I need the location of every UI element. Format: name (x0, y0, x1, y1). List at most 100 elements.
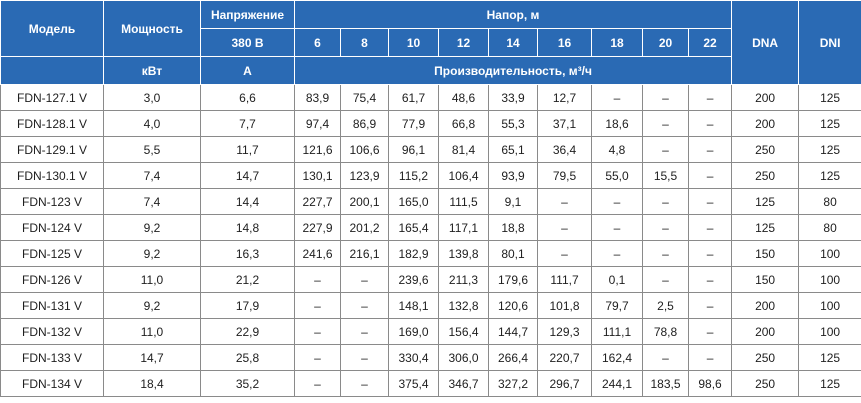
cell-flow: 79,7 (591, 292, 643, 319)
cell-dna: 150 (731, 240, 800, 267)
cell-flow: – (294, 370, 341, 397)
cell-flow: 12,7 (537, 84, 592, 111)
table-row: FDN-134 V 18,4 35,2– –375,4 346,7 327,2 296,7 2… (0, 370, 861, 397)
header-head-8: 8 (340, 28, 389, 57)
cell-flow: 330,4 (388, 344, 439, 371)
cell-flow: 165,0 (388, 188, 439, 215)
cell-flow: – (687, 344, 733, 371)
cell-flow: 36,4 (537, 136, 592, 163)
table-row: FDN-123 V 7,4 14,4 227,7 200,1 165,0 111,5 9,1–… (0, 188, 861, 215)
header-voltage-value: 380 В (200, 28, 295, 57)
cell-dna: 200 (731, 84, 800, 111)
cell-flow: 239,6 (388, 266, 439, 293)
cell-dna: 125 (731, 188, 800, 215)
cell-dni: 125 (798, 84, 861, 111)
cell-flow: – (642, 240, 689, 267)
cell-flow: 86,9 (340, 110, 389, 137)
cell-flow: 121,6 (294, 136, 341, 163)
table-row: FDN-130.1 V 7,4 14,7 130,1 123,9 115,2 106,4 93… (0, 162, 861, 189)
table-row: FDN-128.1 V 4,0 7,7 97,4 86,9 77,9 66,8 55,3 37,… (0, 110, 861, 137)
cell-model: FDN-126 V (0, 266, 104, 293)
cell-flow: 101,8 (537, 292, 592, 319)
cell-flow: 165,4 (388, 214, 439, 241)
cell-current: 21,2 (200, 266, 295, 293)
cell-flow: 227,7 (294, 188, 341, 215)
cell-current: 17,9 (200, 292, 295, 319)
cell-flow: – (642, 344, 689, 371)
cell-power: 7,4 (103, 188, 201, 215)
cell-flow: – (340, 318, 389, 345)
table-row: FDN-132 V 11,0 22,9– –169,0 156,4 144,7 129,3 1… (0, 318, 861, 345)
cell-flow: – (642, 266, 689, 293)
cell-flow: – (537, 240, 592, 267)
cell-flow: 98,6 (687, 370, 733, 397)
cell-flow: – (340, 292, 389, 319)
cell-flow: – (340, 344, 389, 371)
cell-flow: 139,8 (438, 240, 489, 267)
cell-flow: 266,4 (488, 344, 538, 371)
cell-flow: – (294, 292, 341, 319)
header-dni: DNI (798, 0, 861, 85)
header-head-10: 10 (388, 28, 439, 57)
table-row: FDN-131 V 9,2 17,9– –148,1 132,8 120,6 101,8 79… (0, 292, 861, 319)
cell-power: 7,4 (103, 162, 201, 189)
cell-dna: 200 (731, 292, 800, 319)
cell-flow: 211,3 (438, 266, 489, 293)
cell-flow: 93,9 (488, 162, 538, 189)
cell-flow: 130,1 (294, 162, 341, 189)
header-head-12: 12 (438, 28, 489, 57)
cell-flow: 106,4 (438, 162, 489, 189)
cell-flow: 78,8 (642, 318, 689, 345)
cell-model: FDN-127.1 V (0, 84, 104, 111)
cell-flow: 61,7 (388, 84, 439, 111)
cell-model: FDN-128.1 V (0, 110, 104, 137)
cell-power: 9,2 (103, 240, 201, 267)
cell-flow: 77,9 (388, 110, 439, 137)
cell-flow: – (687, 188, 733, 215)
cell-dna: 200 (731, 110, 800, 137)
cell-flow: 117,1 (438, 214, 489, 241)
cell-flow: – (294, 318, 341, 345)
cell-flow: 111,7 (537, 266, 592, 293)
cell-dni: 100 (798, 318, 861, 345)
cell-model: FDN-130.1 V (0, 162, 104, 189)
cell-flow: 132,8 (438, 292, 489, 319)
cell-flow: – (642, 136, 689, 163)
cell-current: 6,6 (200, 84, 295, 111)
cell-dna: 250 (731, 370, 800, 397)
cell-flow: 4,8 (591, 136, 643, 163)
cell-flow: 120,6 (488, 292, 538, 319)
cell-flow: 97,4 (294, 110, 341, 137)
cell-dni: 125 (798, 110, 861, 137)
cell-flow: 169,0 (388, 318, 439, 345)
cell-power: 11,0 (103, 266, 201, 293)
cell-flow: 111,5 (438, 188, 489, 215)
cell-flow: – (687, 214, 733, 241)
cell-dni: 80 (798, 188, 861, 215)
cell-flow: 66,8 (438, 110, 489, 137)
cell-flow: 65,1 (488, 136, 538, 163)
cell-flow: 37,1 (537, 110, 592, 137)
header-head-22: 22 (687, 28, 733, 57)
cell-flow: 55,0 (591, 162, 643, 189)
cell-model: FDN-129.1 V (0, 136, 104, 163)
header-model-blank (0, 56, 104, 85)
cell-flow: 182,9 (388, 240, 439, 267)
cell-flow: 241,6 (294, 240, 341, 267)
cell-flow: – (687, 266, 733, 293)
cell-dni: 125 (798, 344, 861, 371)
cell-flow: 18,8 (488, 214, 538, 241)
cell-dni: 80 (798, 214, 861, 241)
cell-dni: 125 (798, 162, 861, 189)
cell-flow: 106,6 (340, 136, 389, 163)
table-row: FDN-127.1 V 3,0 6,6 83,9 75,4 61,7 48,6 33,9 12,… (0, 84, 861, 111)
cell-current: 22,9 (200, 318, 295, 345)
cell-dna: 250 (731, 136, 800, 163)
cell-model: FDN-125 V (0, 240, 104, 267)
table-row: FDN-125 V 9,2 16,3 241,6 216,1 182,9 139,8 80,1… (0, 240, 861, 267)
cell-power: 3,0 (103, 84, 201, 111)
cell-current: 14,4 (200, 188, 295, 215)
table-row: FDN-133 V 14,7 25,8– –330,4 306,0 266,4 220,7 1… (0, 344, 861, 371)
cell-flow: – (591, 84, 643, 111)
cell-current: 14,7 (200, 162, 295, 189)
